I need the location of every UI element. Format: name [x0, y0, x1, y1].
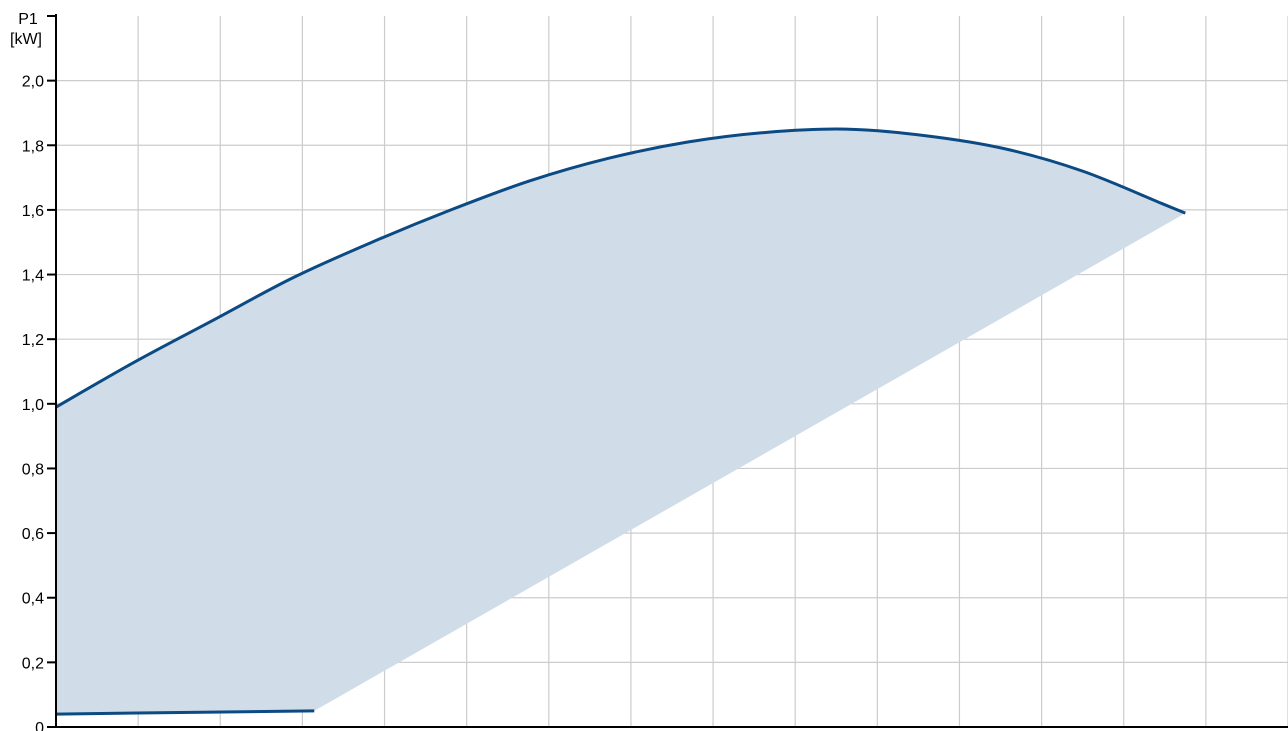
y-tick-label: 0,2: [22, 655, 44, 672]
y-ticks: 0 0,2 0,4 0,6 0,8 1,0 1,2 1,4 1,6 1,8 2,0: [22, 15, 56, 731]
y-tick-label: 0,4: [22, 591, 44, 608]
y-tick-label: 1,2: [22, 332, 44, 349]
y-tick-label: 2,0: [22, 74, 44, 91]
y-tick-label: 0,6: [22, 526, 44, 543]
operating-area: [56, 129, 1186, 715]
y-tick-label: 0: [35, 720, 44, 731]
y-tick-label: 1,8: [22, 138, 44, 155]
y-tick-label: 0,8: [22, 461, 44, 478]
y-tick-label: 1,6: [22, 203, 44, 220]
series-line-max: [55, 127, 1186, 409]
axes: [55, 14, 1288, 728]
y-tick-label: 1,0: [22, 397, 44, 414]
y-axis-label-line2: [kW]: [10, 31, 42, 48]
series-line-min: [55, 709, 315, 716]
y-tick-label: 1,4: [22, 268, 44, 285]
y-axis-label-line1: P1: [18, 11, 38, 28]
